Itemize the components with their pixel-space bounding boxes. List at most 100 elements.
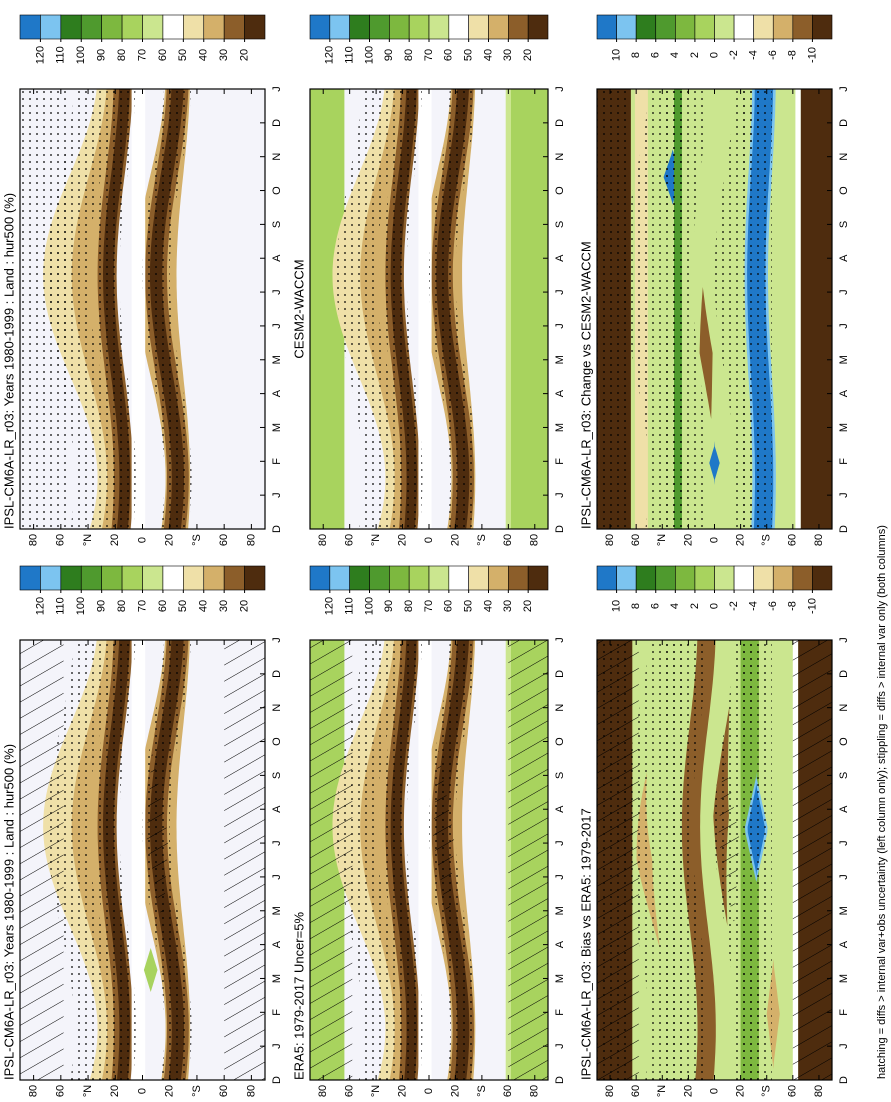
x-tick-label: D [838, 670, 850, 678]
colorbar-tick-label: -6 [767, 50, 779, 60]
y-tick-label: °S [476, 1085, 488, 1097]
colorbar-box [60, 565, 82, 591]
colorbar-tick-label: 40 [482, 49, 494, 61]
y-tick-label: 0 [136, 537, 148, 543]
colorbar-box [80, 565, 102, 591]
x-tick-label: M [271, 906, 283, 915]
field-band [94, 89, 136, 529]
colorbar-tick-label: 6 [650, 52, 662, 58]
x-tick-label: J [554, 1043, 566, 1049]
colorbar-tick-label: 80 [403, 600, 415, 612]
x-tick-label: D [271, 119, 283, 127]
colorbar-tick-label: 70 [423, 600, 435, 612]
colorbar-tick-label: 20 [238, 49, 250, 61]
colorbar-box [508, 565, 529, 591]
y-tick-label: 20 [396, 1085, 408, 1097]
y-tick-label: 80 [317, 534, 329, 546]
panel-title: IPSL-CM6A-LR_r03: Change vs CESM2-WACCM [578, 241, 593, 529]
field-band [740, 640, 772, 1080]
y-tick-label: 20 [682, 534, 694, 546]
colorbar-box [753, 565, 774, 591]
x-tick-label: J [838, 1043, 850, 1049]
x-tick-label: J [838, 289, 850, 295]
field [597, 89, 832, 529]
x-tick-label: J [271, 874, 283, 880]
colorbar-tick-label: 80 [116, 600, 128, 612]
colorbar-box [596, 14, 617, 40]
colorbar-box [772, 14, 794, 40]
field-band [131, 640, 146, 1080]
colorbar-tick-label: 6 [650, 603, 662, 609]
x-tick-label: J [271, 289, 283, 295]
colorbar-tick-label: -8 [787, 50, 799, 60]
x-tick-label: M [271, 355, 283, 364]
x-tick-label: A [554, 389, 566, 397]
field-band [143, 640, 158, 1080]
field-band [597, 89, 631, 529]
colorbar-tick-label: 40 [198, 600, 210, 612]
colorbar-tick-label: -4 [748, 50, 760, 60]
x-tick-label: J [554, 86, 566, 92]
colorbar-box [488, 565, 509, 591]
y-tick-label: °N [656, 1085, 668, 1097]
panel-title: CESM2-WACCM [291, 259, 306, 358]
field-band [699, 89, 714, 529]
colorbar-tick-label: 50 [463, 49, 475, 61]
y-tick-label: 20 [735, 534, 747, 546]
colorbar-box [714, 14, 735, 40]
colorbar-box [183, 14, 205, 40]
colorbar-box [162, 565, 184, 591]
y-tick-label: 60 [787, 534, 799, 546]
y-tick-label: °S [191, 1085, 203, 1097]
x-tick-label: J [838, 86, 850, 92]
x-tick-label: J [554, 637, 566, 643]
field-band [142, 89, 192, 529]
x-tick-label: N [838, 153, 850, 161]
x-tick-label: D [554, 119, 566, 127]
colorbar-tick-label: 80 [116, 49, 128, 61]
colorbar-tick-label: 20 [238, 600, 250, 612]
colorbar-tick-label: -6 [767, 601, 779, 611]
colorbar-box [101, 14, 123, 40]
colorbar-tick-label: 60 [443, 49, 455, 61]
x-tick-label: J [838, 492, 850, 498]
field-band [131, 89, 146, 529]
x-tick-label: S [554, 772, 566, 779]
y-tick-label: 80 [604, 534, 616, 546]
x-tick-label: A [838, 389, 850, 397]
x-tick-label: J [271, 1043, 283, 1049]
x-tick-label: J [271, 492, 283, 498]
panel-title: IPSL-CM6A-LR_r03: Years 1980-1999 : Land… [1, 193, 16, 529]
x-tick-label: M [838, 974, 850, 983]
colorbar-box [408, 14, 430, 40]
colorbar-box [329, 14, 350, 40]
colorbar-box [733, 565, 754, 591]
colorbar-box [616, 14, 637, 40]
x-tick-label: O [554, 186, 566, 195]
x-tick-label: D [271, 1076, 283, 1084]
colorbar-tick-label: -8 [787, 601, 799, 611]
field-band [382, 640, 423, 1080]
colorbar-tick-label: 8 [630, 603, 642, 609]
x-tick-label: D [838, 525, 850, 533]
colorbar-tick-label: 4 [669, 52, 681, 58]
y-tick-label: 60 [218, 534, 230, 546]
x-tick-label: M [271, 423, 283, 432]
y-tick-label: °S [476, 534, 488, 546]
colorbar-box [80, 14, 102, 40]
colorbar-box [60, 14, 82, 40]
y-tick-label: 80 [28, 1085, 40, 1097]
colorbar-box [309, 14, 331, 40]
colorbar-box [369, 565, 390, 591]
y-tick-label: 20 [396, 534, 408, 546]
x-tick-label: J [838, 840, 850, 846]
field-band [20, 640, 64, 1080]
colorbar-box [733, 14, 754, 40]
y-tick-label: 60 [787, 1085, 799, 1097]
colorbar-box [203, 14, 225, 40]
x-tick-label: D [271, 525, 283, 533]
colorbar-box [40, 14, 62, 40]
colorbar-box [675, 565, 696, 591]
field-band [664, 89, 686, 529]
